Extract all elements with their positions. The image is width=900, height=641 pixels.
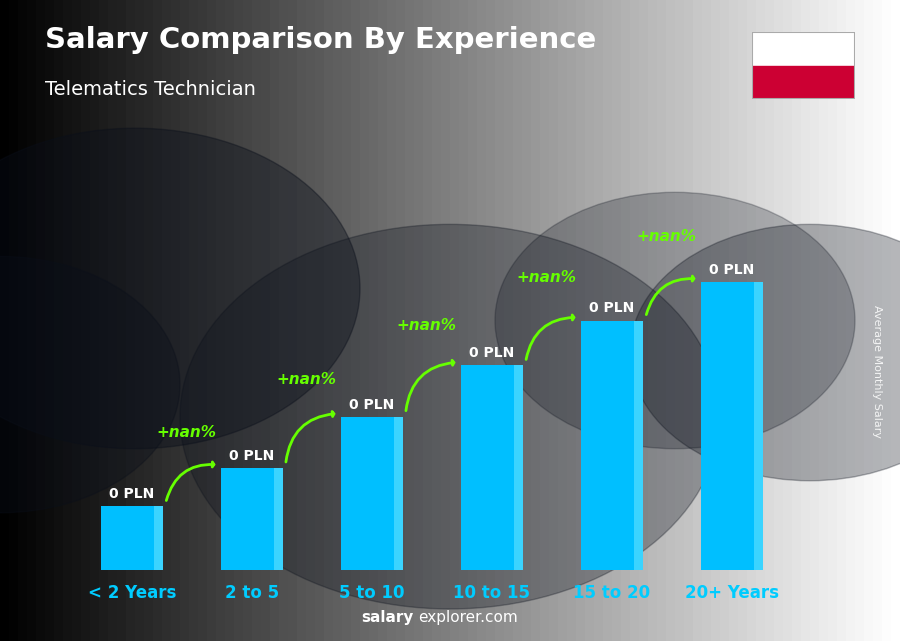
FancyBboxPatch shape: [154, 506, 163, 570]
Bar: [752, 32, 855, 66]
Bar: [752, 66, 855, 99]
Text: +nan%: +nan%: [276, 372, 336, 387]
FancyBboxPatch shape: [274, 468, 284, 570]
FancyBboxPatch shape: [341, 417, 403, 570]
Text: 0 PLN: 0 PLN: [110, 487, 155, 501]
Circle shape: [180, 224, 720, 609]
Text: 0 PLN: 0 PLN: [590, 301, 634, 315]
FancyBboxPatch shape: [461, 365, 523, 570]
Text: explorer.com: explorer.com: [418, 610, 518, 625]
FancyBboxPatch shape: [580, 320, 644, 570]
Circle shape: [630, 224, 900, 481]
Text: +nan%: +nan%: [396, 318, 456, 333]
Text: Average Monthly Salary: Average Monthly Salary: [872, 305, 883, 438]
FancyBboxPatch shape: [220, 468, 284, 570]
Circle shape: [0, 256, 180, 513]
Text: Salary Comparison By Experience: Salary Comparison By Experience: [45, 26, 596, 54]
Text: 0 PLN: 0 PLN: [349, 397, 394, 412]
FancyBboxPatch shape: [101, 506, 163, 570]
FancyBboxPatch shape: [701, 282, 763, 570]
Text: Telematics Technician: Telematics Technician: [45, 80, 256, 99]
FancyBboxPatch shape: [514, 365, 523, 570]
Circle shape: [0, 128, 360, 449]
Text: 0 PLN: 0 PLN: [709, 263, 754, 277]
FancyBboxPatch shape: [634, 320, 643, 570]
Circle shape: [495, 192, 855, 449]
Text: 0 PLN: 0 PLN: [230, 449, 274, 463]
Text: 0 PLN: 0 PLN: [470, 346, 515, 360]
FancyBboxPatch shape: [754, 282, 763, 570]
FancyBboxPatch shape: [394, 417, 403, 570]
Text: salary: salary: [362, 610, 414, 625]
Text: +nan%: +nan%: [636, 229, 696, 244]
Text: +nan%: +nan%: [516, 271, 576, 285]
Text: +nan%: +nan%: [156, 426, 216, 440]
